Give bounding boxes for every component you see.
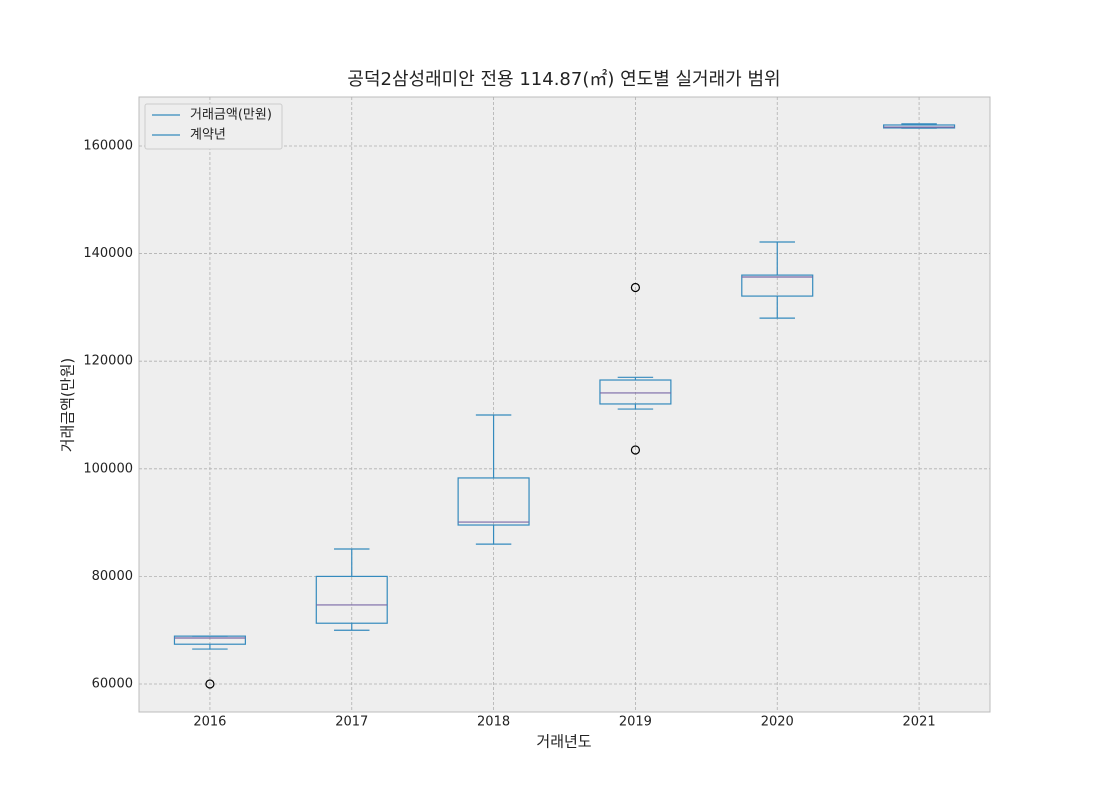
flier xyxy=(630,445,641,455)
y-tick-label: 140000 xyxy=(83,246,133,261)
x-tick-label: 2018 xyxy=(477,715,510,730)
marks xyxy=(173,123,956,689)
flier xyxy=(630,282,641,293)
y-tick-label: 60000 xyxy=(92,677,133,692)
chart-title: 공덕2삼성래미안 전용 114.87(㎡) 연도별 실거래가 범위 xyxy=(347,68,780,90)
x-axis-label: 거래년도 xyxy=(536,733,591,751)
box xyxy=(599,379,672,405)
x-tick-label: 2020 xyxy=(761,715,794,730)
flier xyxy=(205,679,215,689)
y-tick-label: 120000 xyxy=(83,354,133,369)
y-axis-label: 거래금액(만원) xyxy=(59,358,77,453)
box xyxy=(457,477,530,526)
plot-area xyxy=(138,96,991,713)
legend-label: 거래금액(만원) xyxy=(190,108,272,123)
legend: 거래금액(만원) 계약년 xyxy=(144,103,283,150)
x-tick-label: 2019 xyxy=(619,715,652,730)
x-tick-label: 2016 xyxy=(193,715,226,730)
legend-label: 계약년 xyxy=(190,128,226,143)
box xyxy=(315,575,388,624)
y-tick-label: 80000 xyxy=(92,569,133,584)
y-tick-label: 100000 xyxy=(83,461,133,476)
grid xyxy=(139,97,990,712)
y-tick-label: 160000 xyxy=(83,138,133,153)
box xyxy=(741,274,814,297)
box xyxy=(883,124,956,129)
box xyxy=(173,635,246,645)
x-tick-label: 2021 xyxy=(903,715,936,730)
x-tick-label: 2017 xyxy=(335,715,368,730)
